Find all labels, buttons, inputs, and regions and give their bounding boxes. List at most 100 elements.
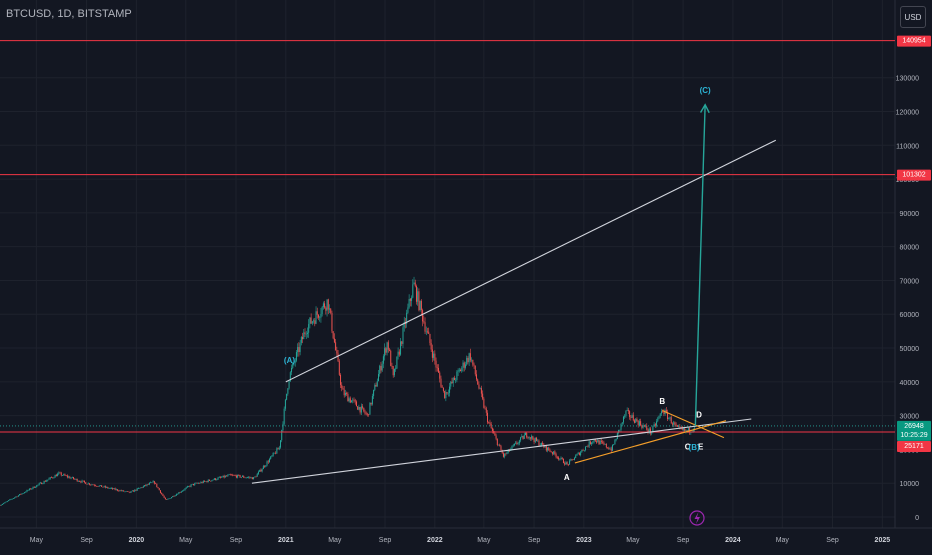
candle-body (359, 407, 361, 413)
candle-body (224, 475, 226, 478)
candle-body (407, 307, 409, 313)
candle-body (19, 494, 21, 496)
candle-body (53, 477, 55, 479)
candle-body (141, 487, 143, 488)
candle-body (98, 485, 100, 487)
candle-body (365, 413, 367, 415)
candle-body (673, 422, 675, 425)
candle-body (284, 399, 286, 409)
x-tick-label: May (477, 537, 491, 544)
candle-body (516, 442, 518, 444)
level-tag-text: 101302 (902, 172, 925, 179)
candle-body (355, 401, 357, 407)
candle-body (687, 428, 689, 432)
candle-body (298, 347, 300, 353)
candle-body (538, 440, 540, 446)
candle-body (162, 494, 164, 496)
candle-body (26, 490, 28, 492)
candle-body (16, 496, 18, 498)
candle-body (575, 455, 577, 459)
y-tick-label: 110000 (896, 143, 919, 150)
candle-body (487, 412, 489, 423)
candle-body (196, 482, 198, 484)
candle-body (537, 440, 539, 442)
candle-body (1, 504, 3, 505)
candle-body (3, 503, 5, 505)
candle-body (205, 481, 207, 482)
candle-body (191, 483, 193, 485)
candle-body (156, 483, 158, 487)
symbol-title[interactable]: BTCUSD, 1D, BITSTAMP (6, 8, 132, 20)
candle-body (101, 485, 103, 487)
candle-body (80, 481, 82, 483)
candle-body (387, 342, 389, 350)
candle-body (42, 483, 44, 485)
candle-body (64, 474, 66, 476)
candle-body (161, 492, 163, 495)
candle-body (14, 497, 16, 499)
candle-body (265, 465, 267, 467)
candle-body (435, 360, 437, 368)
candle-body (635, 418, 637, 423)
candle-body (358, 407, 360, 410)
candle-body (440, 378, 442, 387)
candle-body (273, 452, 275, 454)
candle-body (564, 463, 566, 465)
candle-body (424, 322, 426, 332)
candle-body (681, 428, 683, 430)
trend-line (251, 418, 752, 484)
candle-body (10, 499, 12, 500)
candle-body (622, 416, 624, 423)
candle-body (411, 297, 413, 301)
candle-body (555, 454, 557, 458)
candle-body (576, 454, 578, 456)
candle-body (87, 483, 89, 485)
candle-body (310, 317, 312, 324)
y-tick-label: 10000 (900, 481, 920, 488)
candle-body (292, 362, 294, 368)
candle-body (371, 395, 373, 405)
candle-body (360, 406, 362, 413)
candle-body (413, 282, 415, 285)
candle-body (401, 341, 403, 344)
candle-body (572, 459, 574, 460)
candle-body (268, 459, 270, 463)
candle-body (362, 406, 364, 408)
candle-body (115, 489, 117, 490)
candle-body (352, 399, 354, 401)
candle-body (685, 430, 687, 432)
candle-body (513, 443, 515, 446)
candle-body (391, 366, 393, 367)
candle-body (221, 477, 223, 478)
candle-body (626, 410, 628, 411)
x-tick-label: May (179, 537, 193, 544)
currency-button[interactable]: USD (900, 6, 926, 28)
candle-body (430, 343, 432, 350)
candle-body (610, 448, 612, 451)
candle-body (363, 407, 365, 412)
candle-body (446, 392, 448, 394)
wave-label: E (698, 442, 704, 451)
candle-body (177, 494, 179, 495)
candle-body (117, 489, 119, 491)
candle-body (670, 417, 672, 424)
candle-body (60, 472, 62, 476)
candle-body (662, 411, 664, 412)
candle-body (28, 488, 30, 491)
y-tick-label: 30000 (900, 414, 920, 421)
candle-body (643, 425, 645, 427)
candle-body (678, 426, 680, 428)
candle-body (545, 445, 547, 451)
candle-body (567, 464, 569, 465)
candle-body (608, 448, 610, 450)
wave-label: A (564, 473, 570, 482)
candle-body (233, 475, 235, 476)
candle-body (240, 476, 242, 478)
candle-body (299, 342, 301, 353)
candle-body (586, 446, 588, 447)
candle-body (333, 338, 335, 343)
candle-body (68, 476, 70, 478)
candle-body (84, 480, 86, 483)
